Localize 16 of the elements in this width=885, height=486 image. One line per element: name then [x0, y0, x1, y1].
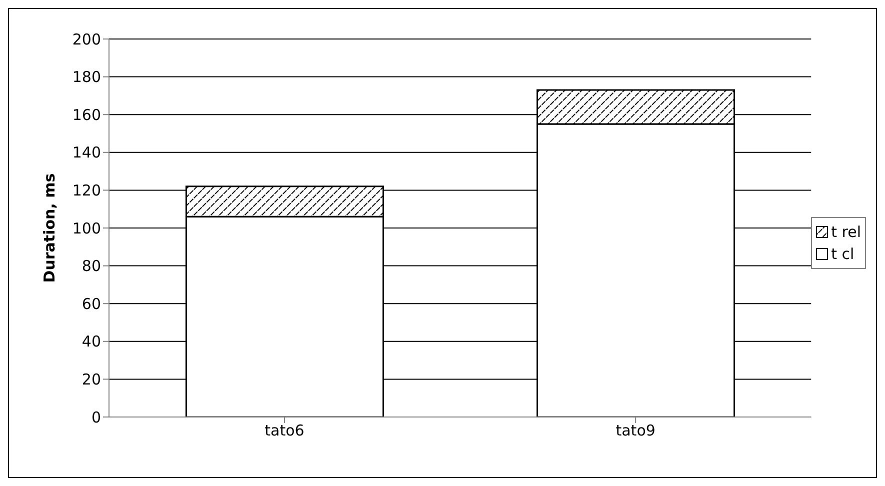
- x-tick-label: tato9: [616, 422, 656, 440]
- legend-label: t rel: [831, 222, 861, 243]
- y-tick-label: 80: [82, 257, 101, 276]
- y-tick-label: 100: [72, 219, 101, 238]
- y-tick-label: 140: [72, 144, 101, 162]
- y-tick-label: 120: [72, 182, 101, 200]
- y-tick-label: 160: [72, 106, 101, 124]
- y-tick-label: 0: [91, 408, 101, 426]
- x-tick-label: tato6: [264, 422, 304, 440]
- y-tick-label: 180: [72, 68, 101, 86]
- y-axis-title: Duration, ms: [40, 173, 58, 283]
- y-tick-label: 40: [82, 332, 101, 351]
- y-tick-label: 60: [82, 294, 101, 313]
- legend-label: t cl: [831, 244, 854, 265]
- y-tick-label: 20: [82, 370, 101, 389]
- y-tick-label: 200: [72, 30, 101, 48]
